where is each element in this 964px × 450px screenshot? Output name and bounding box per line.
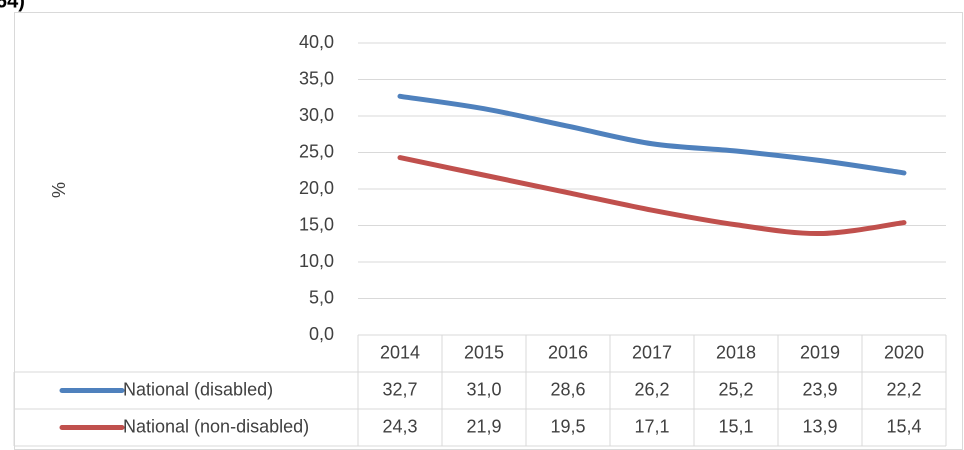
- legend-label: National (disabled): [123, 379, 273, 399]
- legend-label: National (non-disabled): [123, 416, 309, 436]
- table-value: 24,3: [382, 416, 417, 436]
- y-tick-label: 0,0: [309, 324, 334, 344]
- chart-title: 64): [0, 0, 25, 12]
- table-value: 17,1: [634, 416, 669, 436]
- table-value: 19,5: [550, 416, 585, 436]
- y-tick-label: 25,0: [299, 141, 334, 161]
- table-value: 31,0: [466, 379, 501, 399]
- y-tick-label: 20,0: [299, 178, 334, 198]
- table-value: 22,2: [886, 379, 921, 399]
- series-line: [397, 155, 907, 237]
- x-tick-label: 2015: [464, 342, 504, 362]
- x-tick-label: 2020: [884, 342, 924, 362]
- x-tick-label: 2017: [632, 342, 672, 362]
- y-tick-label: 5,0: [309, 287, 334, 307]
- table-value: 26,2: [634, 379, 669, 399]
- table-value: 32,7: [382, 379, 417, 399]
- table-value: 15,1: [718, 416, 753, 436]
- y-axis-label: %: [49, 182, 69, 198]
- x-tick-label: 2014: [380, 342, 420, 362]
- y-tick-label: 10,0: [299, 251, 334, 271]
- x-tick-label: 2016: [548, 342, 588, 362]
- table-value: 13,9: [802, 416, 837, 436]
- table-value: 25,2: [718, 379, 753, 399]
- series-line: [397, 93, 907, 176]
- table-value: 21,9: [466, 416, 501, 436]
- y-tick-label: 30,0: [299, 105, 334, 125]
- y-tick-label: 15,0: [299, 214, 334, 234]
- y-tick-label: 35,0: [299, 68, 334, 88]
- y-tick-label: 40,0: [299, 32, 334, 52]
- x-tick-label: 2018: [716, 342, 756, 362]
- table-value: 23,9: [802, 379, 837, 399]
- table-value: 15,4: [886, 416, 921, 436]
- table-value: 28,6: [550, 379, 585, 399]
- x-tick-label: 2019: [800, 342, 840, 362]
